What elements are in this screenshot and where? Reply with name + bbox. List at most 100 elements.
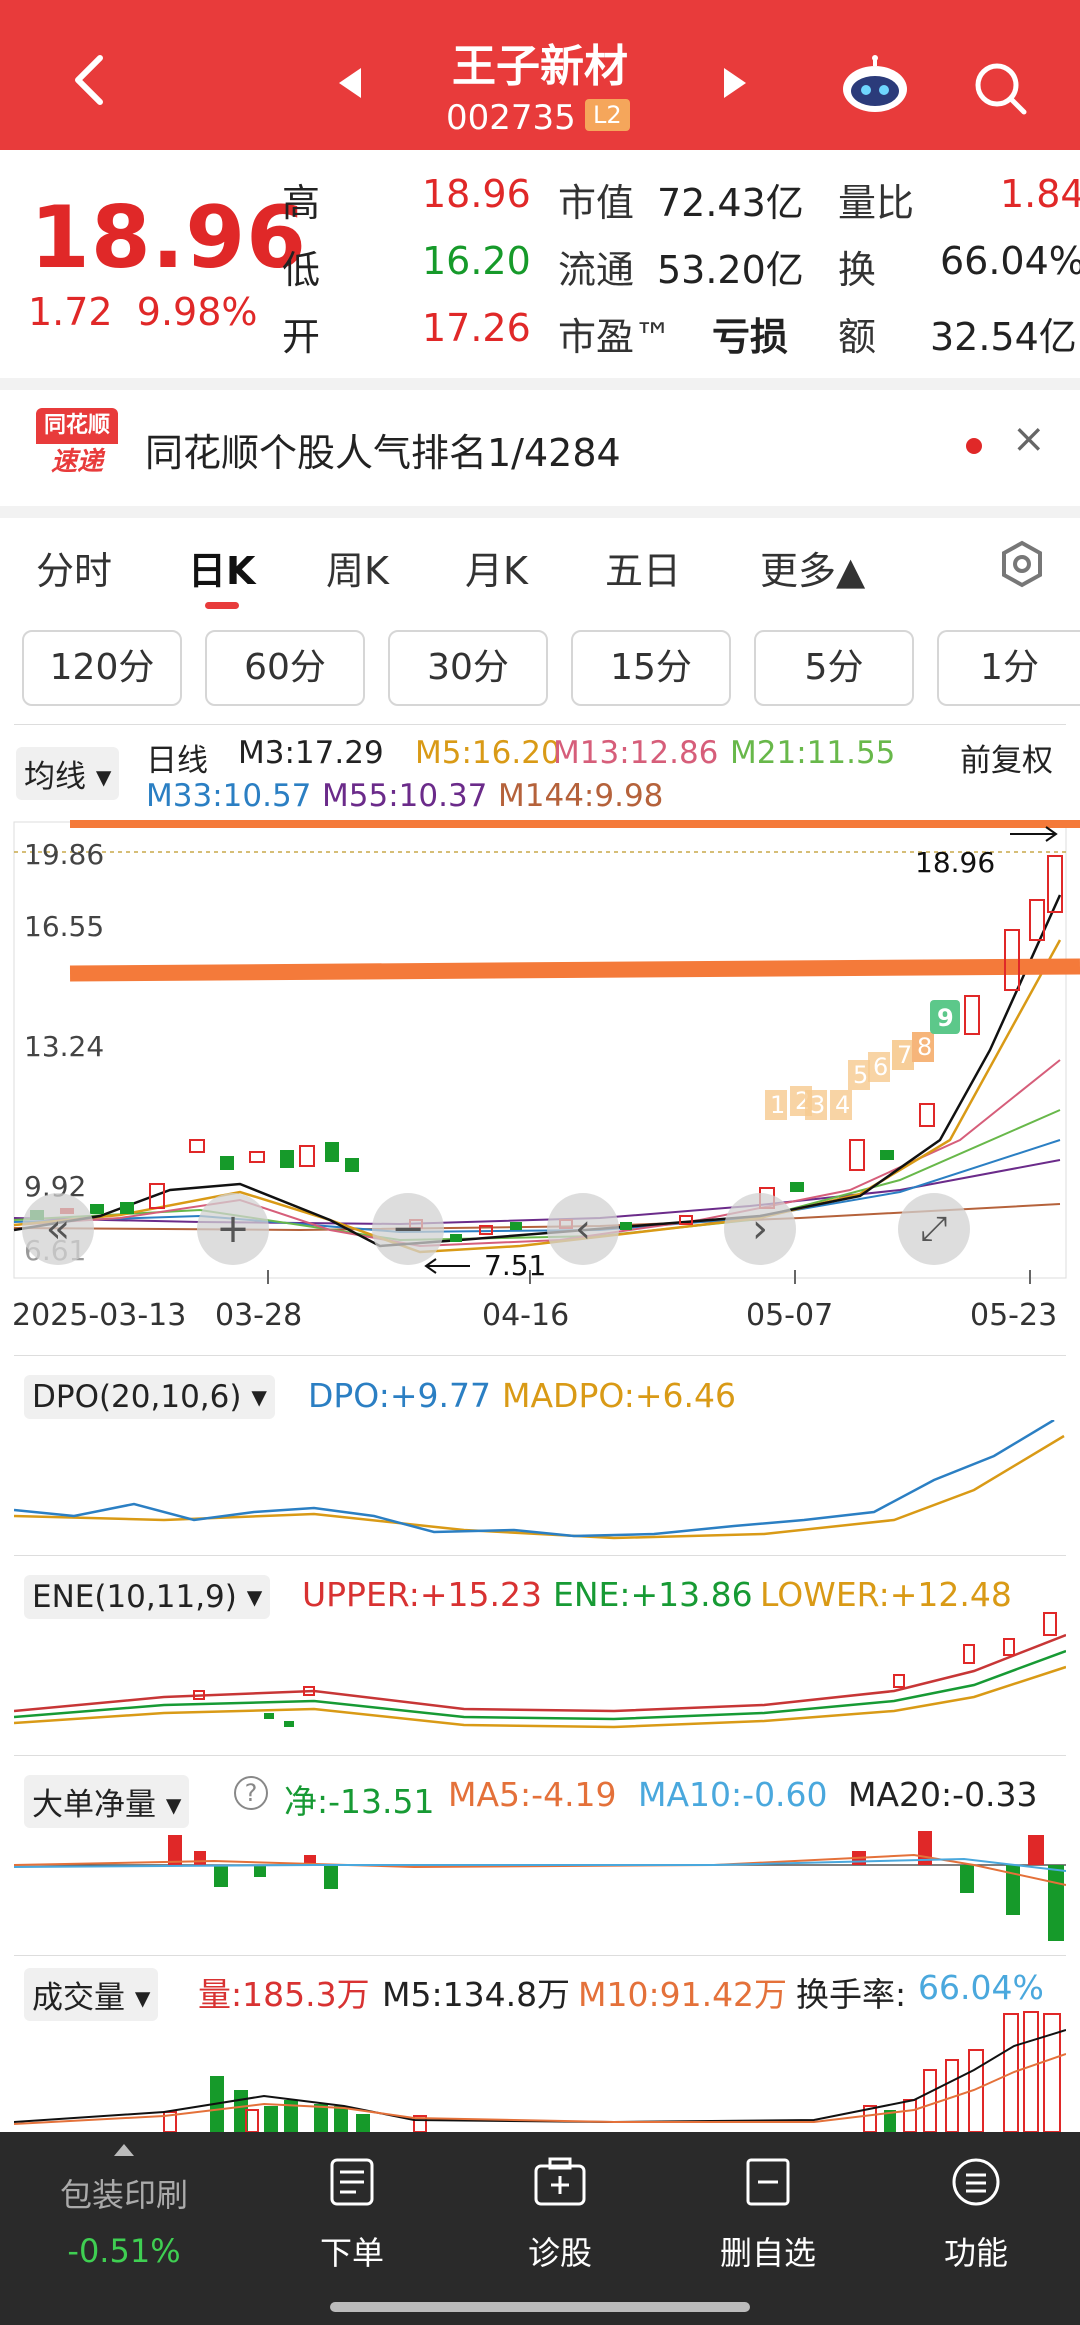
ene-upper-value: UPPER:+15.23 (302, 1575, 542, 1614)
label-turnover: 换 (838, 248, 877, 292)
bigorder-chart (14, 1831, 1066, 1941)
quote-panel: 18.96 1.72 9.98% 高 18.96 市值 72.43亿 量比 1.… (0, 150, 1080, 370)
svg-text:9: 9 (937, 1004, 954, 1032)
min-120-button[interactable]: 120分 (22, 630, 182, 706)
function-label: 功能 (943, 2234, 1008, 2272)
svg-text:7: 7 (897, 1041, 912, 1069)
ene-chart (14, 1612, 1066, 1729)
divider (14, 1955, 1066, 1956)
adjust-mode[interactable]: 前复权 (960, 743, 1053, 779)
divider (14, 1555, 1066, 1556)
tab-intraday[interactable]: 分时 (36, 549, 113, 593)
ene-value: ENE:+13.86 (553, 1575, 753, 1614)
date-label: 05-23 (970, 1298, 1058, 1333)
home-indicator[interactable] (330, 2302, 750, 2312)
dpo-value: DPO:+9.77 (308, 1376, 491, 1415)
ene-selector[interactable]: ENE(10,11,9) ▾ (24, 1575, 271, 1619)
divider (14, 1755, 1066, 1756)
svg-text:5: 5 (853, 1061, 868, 1089)
tab-daily-k[interactable]: 日K (188, 549, 256, 593)
m33-value: M33:10.57 (146, 778, 312, 814)
robot-assistant-icon[interactable] (840, 55, 910, 115)
min-5-button[interactable]: 5分 (754, 630, 914, 706)
change-value: 1.72 (28, 290, 113, 334)
divider (14, 1355, 1066, 1356)
ene-selector-label: ENE(10,11,9) (32, 1579, 237, 1615)
tab-five-day[interactable]: 五日 (605, 549, 682, 593)
popularity-notice[interactable]: 同花顺 速递 同花顺个股人气排名1/4284 × (0, 390, 1080, 500)
low-price-label: 7.51 (484, 1249, 546, 1282)
label-volume-ratio: 量比 (838, 181, 915, 225)
divider (0, 506, 1080, 518)
min-1-button[interactable]: 1分 (937, 630, 1080, 706)
bigorder-selector-label: 大单净量 (32, 1787, 156, 1823)
svg-text:4: 4 (835, 1091, 850, 1119)
tab-monthly-k[interactable]: 月K (465, 549, 528, 593)
date-label: 04-16 (482, 1298, 570, 1333)
zoom-in-icon[interactable]: + (197, 1193, 269, 1265)
volume-m10: M10:91.42万 (578, 1975, 788, 2014)
back-icon[interactable] (60, 50, 120, 110)
min-60-button[interactable]: 60分 (205, 630, 365, 706)
value-high: 18.96 (422, 172, 531, 216)
sector-name[interactable]: 包装印刷 (59, 2176, 188, 2214)
bigorder-ma5: MA5:-4.19 (448, 1775, 617, 1814)
tab-weekly-k[interactable]: 周K (326, 549, 389, 593)
prev-icon[interactable] (335, 66, 365, 100)
dpo-chart (14, 1420, 1065, 1540)
m21-value: M21:11.55 (730, 735, 896, 771)
sector-change: -0.51% (67, 2232, 181, 2270)
date-label: 05-07 (746, 1298, 834, 1333)
y-tick: 19.86 (24, 838, 104, 871)
y-tick: 13.24 (24, 1030, 104, 1063)
scroll-right-icon[interactable]: › (724, 1193, 796, 1265)
logo-top-text: 同花顺 (36, 408, 118, 444)
ma-selector[interactable]: 均线 ▾ (16, 747, 120, 800)
scroll-left-icon[interactable]: ‹ (547, 1193, 619, 1265)
notice-text: 同花顺个股人气排名1/4284 (145, 431, 621, 475)
stock-name: 王子新材 (452, 41, 628, 92)
volume-selector[interactable]: 成交量 ▾ (24, 1968, 159, 2021)
svg-text:6: 6 (873, 1053, 888, 1081)
fullscreen-icon[interactable]: ⤢ (898, 1193, 970, 1265)
label-low: 低 (282, 248, 321, 292)
price-change: 1.72 9.98% (28, 290, 258, 334)
l2-badge[interactable]: L2 (585, 99, 630, 131)
bottom-toolbar: 包装印刷 -0.51% 下单 诊股 删自选 (0, 2132, 1080, 2325)
close-icon[interactable]: × (1012, 416, 1046, 462)
scroll-left-fast-icon[interactable]: « (22, 1193, 94, 1265)
logo-bottom-text: 速递 (36, 444, 118, 480)
label-high: 高 (282, 181, 321, 225)
ths-express-logo: 同花顺 速递 (36, 408, 118, 480)
active-tab-indicator (205, 602, 239, 609)
menu-icon (952, 2158, 1000, 2206)
divider (14, 724, 1066, 725)
m13-value: M13:12.86 (553, 735, 719, 771)
zoom-out-icon[interactable]: − (372, 1193, 444, 1265)
min-15-button[interactable]: 15分 (571, 630, 731, 706)
value-pe: 亏损 (712, 315, 789, 359)
dpo-selector-label: DPO(20,10,6) (32, 1379, 242, 1415)
value-volume-ratio: 1.84 (1000, 172, 1080, 216)
dpo-selector[interactable]: DPO(20,10,6) ▾ (24, 1375, 275, 1419)
settings-icon[interactable] (998, 540, 1046, 588)
remove-watchlist-label: 删自选 (719, 2234, 816, 2272)
m55-value: M55:10.37 (322, 778, 488, 814)
help-icon[interactable]: ? (234, 1776, 268, 1810)
bigorder-selector[interactable]: 大单净量 ▾ (24, 1775, 190, 1828)
m5-value: M5:16.20 (415, 735, 561, 771)
min-30-button[interactable]: 30分 (388, 630, 548, 706)
svg-text:8: 8 (917, 1033, 932, 1061)
value-low: 16.20 (422, 239, 531, 283)
bigorder-ma20: MA20:-0.33 (848, 1775, 1038, 1814)
value-amount: 32.54亿 (930, 315, 1077, 359)
order-icon (330, 2158, 374, 2206)
caret-up-icon (114, 2144, 134, 2156)
value-float-cap: 53.20亿 (657, 248, 804, 292)
search-icon[interactable] (970, 58, 1030, 118)
tab-more[interactable]: 更多▲ (760, 549, 866, 593)
turnover-value: 66.04% (918, 1968, 1044, 2007)
volume-m5: M5:134.8万 (382, 1975, 571, 2014)
next-icon[interactable] (720, 66, 750, 100)
label-market-cap: 市值 (558, 181, 635, 225)
